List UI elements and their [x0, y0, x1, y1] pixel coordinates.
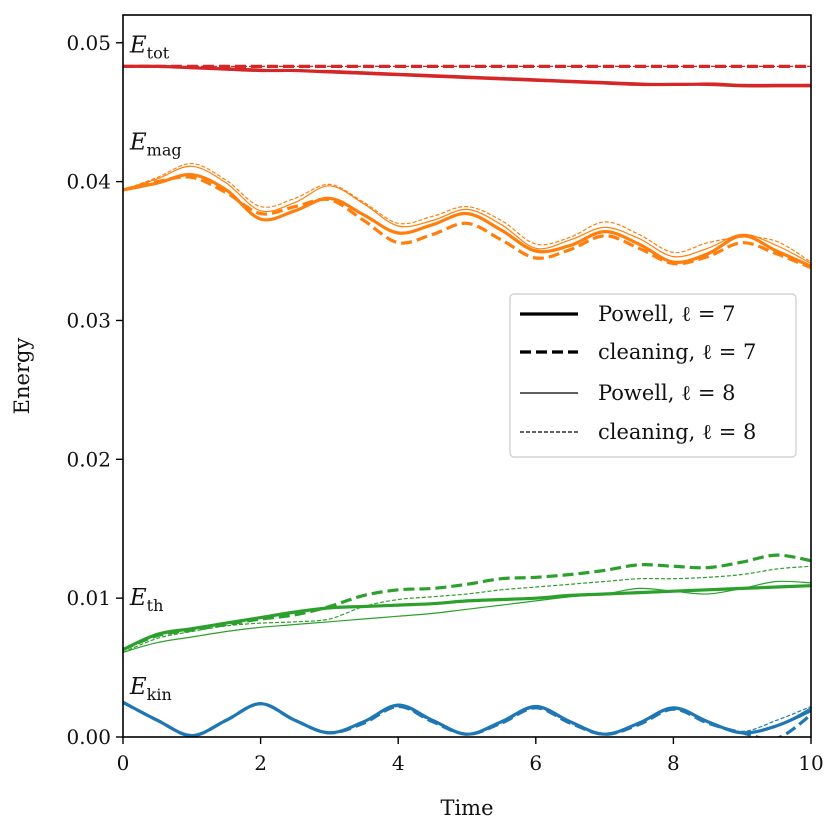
- series-line-th-10: [123, 580, 811, 653]
- x-tick-label: 2: [254, 751, 267, 775]
- y-tick-label: 0.01: [66, 586, 111, 610]
- curve-label-mag: Emag: [129, 130, 182, 160]
- series-line-th-9: [123, 553, 811, 651]
- y-tick-label: 0.00: [66, 725, 111, 749]
- series-line-th-8: [123, 584, 811, 651]
- series-line-mag-4: [123, 173, 811, 268]
- x-axis-label: Time: [440, 796, 493, 820]
- axis-ticks: 0 2 4 6 8 10 0.00 0.01 0.02 0.03 0.04 0.05: [66, 31, 823, 775]
- series-line-mag-5: [123, 175, 811, 270]
- x-tick-label: 8: [667, 751, 680, 775]
- y-axis-label: Energy: [10, 338, 34, 415]
- y-tick-label: 0.02: [66, 447, 111, 471]
- y-tick-label: 0.05: [66, 31, 111, 55]
- x-tick-label: 4: [392, 751, 405, 775]
- curve-label-kin: Ekin: [129, 674, 172, 704]
- curve-label-th: Eth: [129, 585, 164, 615]
- x-tick-label: 10: [798, 751, 823, 775]
- series-line-tot-2: [123, 65, 811, 86]
- x-tick-label: 6: [529, 751, 542, 775]
- y-tick-label: 0.03: [66, 308, 111, 332]
- curve-label-tot: Etot: [129, 32, 170, 62]
- plot-frame: [122, 14, 812, 738]
- series-line-th-11: [123, 565, 811, 653]
- series-layer: [123, 64, 811, 737]
- series-line-kin-15: [123, 701, 811, 737]
- legend-label-3: cleaning, ℓ = 8: [598, 420, 756, 444]
- series-line-tot-0: [123, 64, 811, 88]
- legend-label-2: Powell, ℓ = 8: [598, 381, 735, 405]
- curve-labels: Etot Emag Eth Ekin: [129, 32, 182, 703]
- legend: Powell, ℓ = 7 cleaning, ℓ = 7 Powell, ℓ …: [509, 293, 797, 458]
- legend-label-0: Powell, ℓ = 7: [598, 302, 735, 326]
- y-tick-label: 0.04: [66, 170, 111, 194]
- x-tick-label: 0: [117, 751, 130, 775]
- series-line-mag-7: [123, 162, 811, 263]
- legend-box: [509, 293, 797, 458]
- series-line-mag-6: [123, 165, 811, 265]
- legend-label-1: cleaning, ℓ = 7: [598, 340, 756, 364]
